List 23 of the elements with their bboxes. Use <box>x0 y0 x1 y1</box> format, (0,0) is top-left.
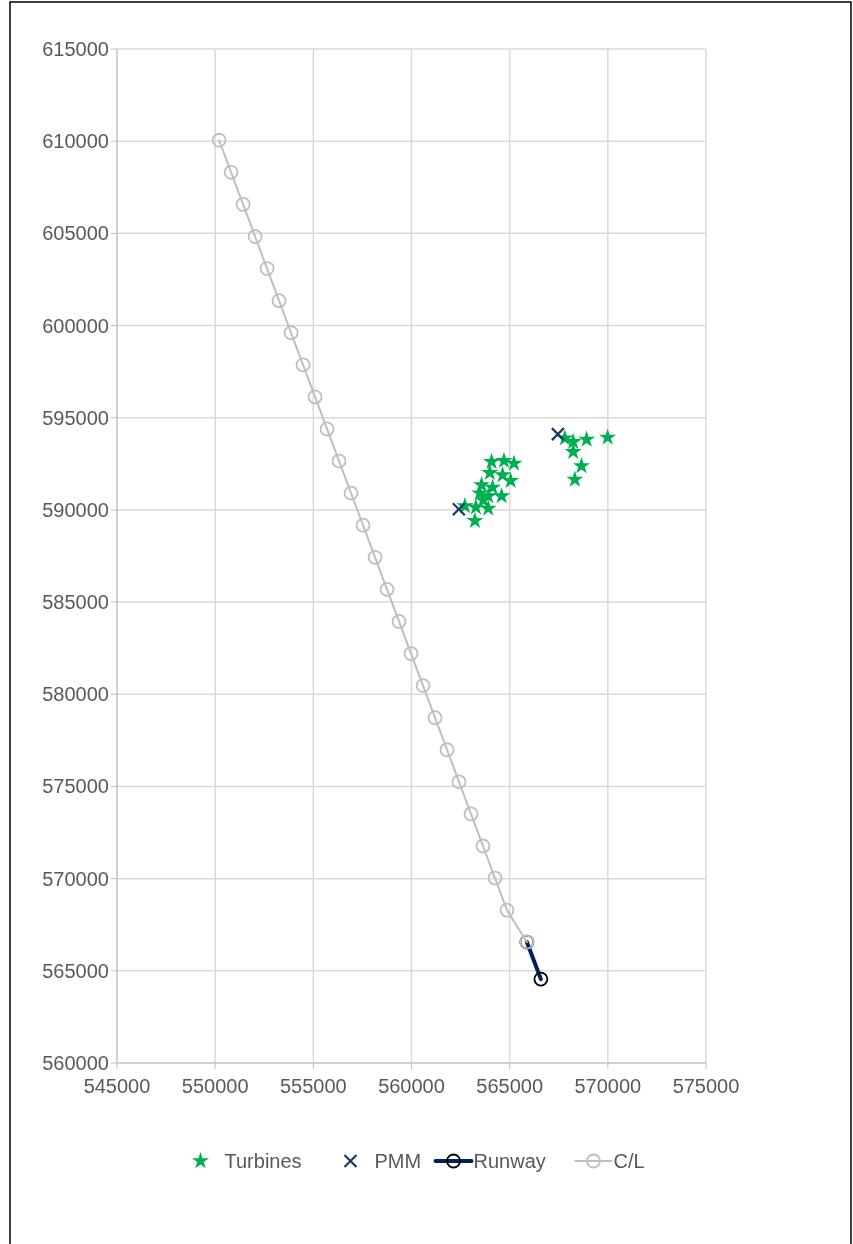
y-tick-label: 565000 <box>42 959 109 982</box>
y-tick-label: 600000 <box>42 314 109 337</box>
x-tick-label: 575000 <box>672 1075 740 1097</box>
y-tick-label: 580000 <box>42 683 109 706</box>
y-tick-label: 590000 <box>42 498 109 521</box>
x-tick-label: 555000 <box>279 1075 347 1097</box>
y-tick-label: 610000 <box>42 130 109 153</box>
x-tick-label: 560000 <box>378 1075 445 1097</box>
y-tick-label: 605000 <box>42 222 109 245</box>
y-tick-label: 570000 <box>42 867 109 890</box>
y-tick-label: 560000 <box>42 1052 109 1074</box>
x-tick-label: 550000 <box>181 1075 249 1097</box>
y-tick-label: 575000 <box>42 775 109 798</box>
legend-label: PMM <box>374 1150 422 1172</box>
y-tick-label: 615000 <box>42 38 109 60</box>
y-tick-label: 585000 <box>42 591 109 614</box>
legend-label: Turbines <box>224 1150 302 1172</box>
x-tick-label: 565000 <box>476 1075 544 1097</box>
x-tick-label: 545000 <box>83 1075 151 1097</box>
legend-label: C/L <box>613 1150 645 1172</box>
y-tick-label: 595000 <box>42 406 109 429</box>
x-tick-label: 570000 <box>574 1075 642 1097</box>
legend-label: Runway <box>473 1150 546 1172</box>
